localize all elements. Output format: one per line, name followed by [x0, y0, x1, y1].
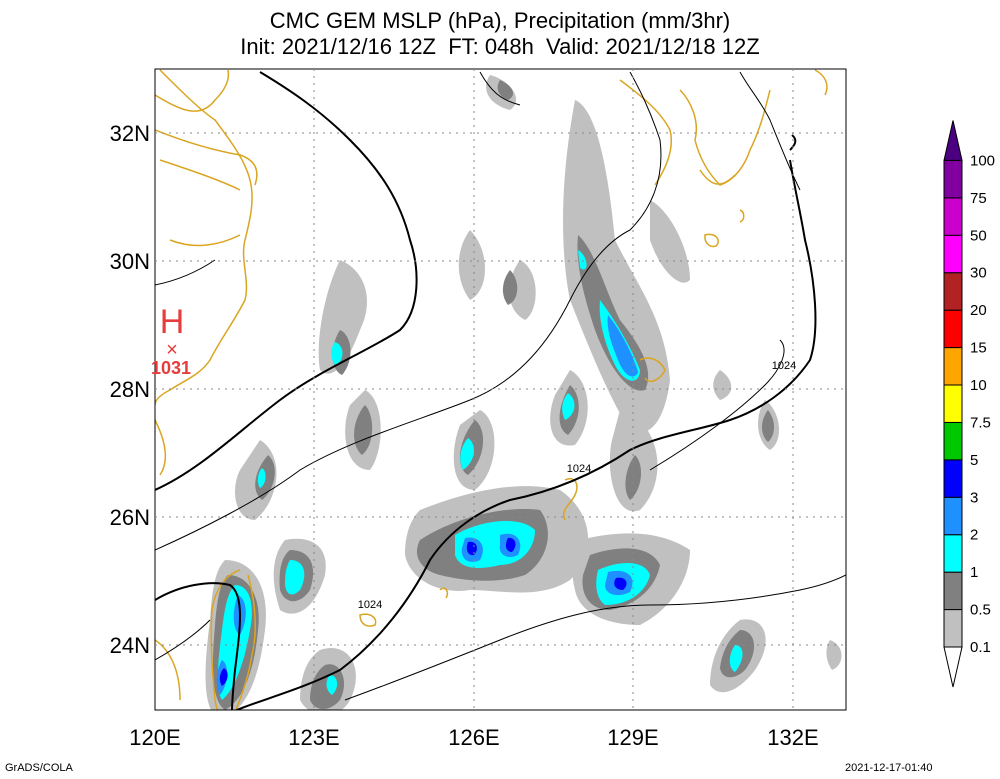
precip-layer-dark — [212, 80, 774, 710]
high-pressure-center: H × 1031 — [151, 303, 191, 378]
precip-layer-darkblue — [219, 537, 627, 686]
colorbar-label: 2 — [970, 527, 978, 544]
lat-tick-label: 24N — [110, 633, 150, 658]
colorbar-swatch — [943, 496, 963, 536]
lon-tick-label: 123E — [288, 725, 339, 750]
isobar-thin-layer — [155, 71, 846, 701]
contour-label: 1024 — [567, 463, 591, 475]
colorbar-swatch — [943, 197, 963, 236]
lon-tick-label: 120E — [129, 725, 180, 750]
colorbar-swatch — [943, 534, 963, 573]
lat-tick-label: 32N — [110, 121, 150, 146]
chart-title-line2: Init: 2021/12/16 12Z FT: 048h Valid: 202… — [240, 34, 760, 59]
colorbar-swatch — [943, 571, 963, 611]
colorbar-label: 0.5 — [970, 602, 991, 619]
grid-layer — [155, 69, 846, 710]
colorbar-swatch — [943, 384, 963, 423]
colorbar-swatch — [943, 609, 963, 648]
colorbar-label: 20 — [970, 302, 987, 319]
colorbar-label: 0.1 — [970, 639, 991, 656]
colorbar-label: 100 — [970, 152, 995, 169]
colorbar-under-triangle — [943, 646, 963, 688]
colorbar-swatch — [943, 234, 963, 274]
lat-tick-label: 28N — [110, 377, 150, 402]
colorbar: 0.1 0.5 1 2 3 5 7.5 10 15 20 30 50 75 100 — [943, 120, 995, 688]
contour-label: 1024 — [772, 360, 796, 372]
colorbar-label: 10 — [970, 377, 987, 394]
high-pressure-value: 1031 — [151, 358, 191, 378]
lat-tick-label: 26N — [110, 505, 150, 530]
colorbar-label: 50 — [970, 227, 987, 244]
colorbar-label: 7.5 — [970, 414, 991, 431]
precip-layer-light — [205, 75, 842, 710]
lon-tick-label: 129E — [607, 725, 658, 750]
lon-tick-label: 132E — [767, 725, 818, 750]
colorbar-label: 75 — [970, 190, 987, 207]
colorbar-swatch — [943, 309, 963, 349]
colorbar-label: 15 — [970, 340, 987, 357]
colorbar-label: 5 — [970, 452, 978, 469]
high-pressure-marker: × — [166, 339, 178, 361]
footer-right: 2021-12-17-01:40 — [845, 762, 933, 774]
colorbar-swatch — [943, 272, 963, 311]
colorbar-swatch — [943, 159, 963, 199]
lat-tick-label: 30N — [110, 249, 150, 274]
colorbar-label: 3 — [970, 489, 978, 506]
colorbar-label: 30 — [970, 265, 987, 282]
contour-label: 1024 — [358, 599, 382, 611]
footer-left: GrADS/COLA — [5, 762, 73, 774]
colorbar-swatch — [943, 459, 963, 498]
colorbar-swatch — [943, 347, 963, 386]
high-pressure-letter: H — [160, 303, 185, 341]
chart-title-line1: CMC GEM MSLP (hPa), Precipitation (mm/3h… — [269, 8, 731, 33]
colorbar-over-triangle — [943, 120, 963, 161]
colorbar-swatch — [943, 421, 963, 461]
isobar-thick-layer — [155, 71, 817, 710]
lon-tick-label: 126E — [448, 725, 499, 750]
colorbar-label: 1 — [970, 564, 978, 581]
